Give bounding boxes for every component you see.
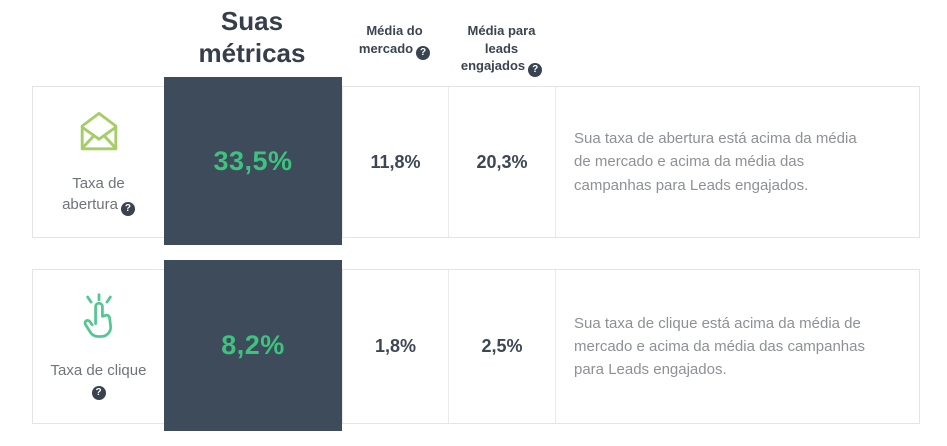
leads-open-rate-value: 20,3%: [476, 151, 528, 172]
market-open-rate-value: 11,8%: [370, 151, 421, 172]
your-click-rate-value: 8,2%: [221, 330, 285, 360]
your-click-rate-panel: 8,2%: [164, 260, 342, 431]
click-rate-description-cell: Sua taxa de clique está acima da média d…: [556, 270, 919, 423]
help-icon-market-average[interactable]: ?: [416, 45, 431, 60]
help-icon-click-rate[interactable]: ?: [91, 386, 106, 401]
open-rate-description-cell: Sua taxa de abertura está acima da média…: [556, 87, 919, 237]
click-rate-description: Sua taxa de clique está acima da média d…: [574, 314, 865, 379]
help-icon-leads-average[interactable]: ?: [528, 63, 543, 78]
market-click-rate-cell: 1,8%: [342, 270, 449, 423]
click-rate-label-cell: Taxa de clique?: [33, 270, 164, 423]
open-rate-description: Sua taxa de abertura está acima da média…: [574, 130, 857, 194]
leads-open-rate-cell: 20,3%: [449, 87, 556, 237]
metric-row-open-rate: Taxa de abertura? 33,5% 11,8% 20,3% Sua …: [32, 77, 920, 245]
market-open-rate-cell: 11,8%: [342, 87, 449, 237]
header-spacer: [555, 0, 920, 86]
your-open-rate-panel: 33,5%: [164, 77, 342, 245]
column-header-leads-average: Média para leads engajados?: [448, 0, 555, 86]
header-spacer: [32, 0, 163, 86]
metric-row-click-rate: Taxa de clique? 8,2% 1,8% 2,5% Sua taxa …: [32, 260, 920, 431]
leads-click-rate-cell: 2,5%: [449, 270, 556, 423]
leads-click-rate-value: 2,5%: [481, 336, 523, 356]
metric-label-click-rate: Taxa de clique?: [50, 361, 147, 401]
page-title: Suas métricas: [198, 6, 306, 68]
open-envelope-icon: [75, 108, 123, 161]
open-rate-label-cell: Taxa de abertura?: [33, 87, 164, 237]
column-header-market-average: Média do mercado?: [341, 0, 448, 86]
metric-label-open-rate: Taxa de abertura?: [49, 173, 149, 217]
market-click-rate-value: 1,8%: [374, 336, 417, 356]
market-average-label: Média do mercado: [358, 23, 423, 56]
your-open-rate-value: 33,5%: [213, 145, 293, 176]
leads-average-label: Média para leads engajados: [460, 23, 536, 74]
click-hand-icon: [76, 292, 122, 348]
help-icon-open-rate[interactable]: ?: [120, 202, 135, 217]
table-header: Suas métricas Média do mercado? Média pa…: [32, 0, 920, 86]
column-header-your-metrics: Suas métricas: [163, 0, 341, 86]
